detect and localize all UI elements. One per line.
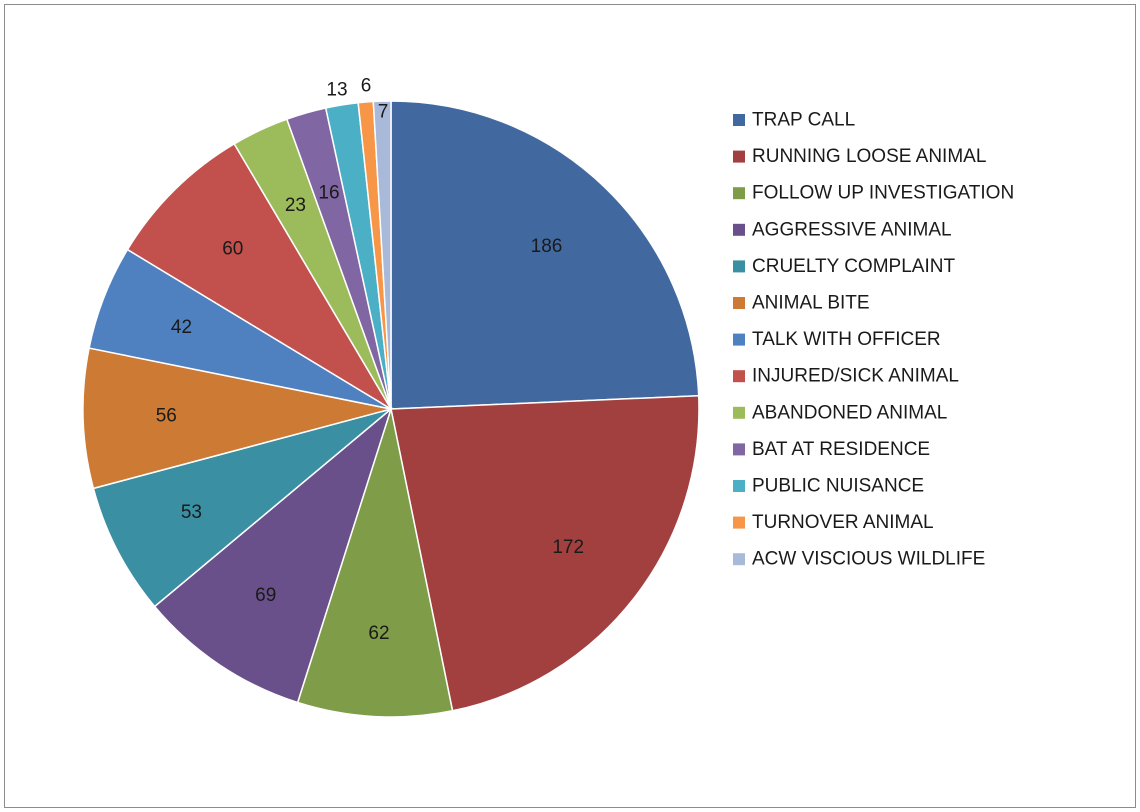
- legend-swatch-3: [733, 187, 745, 200]
- legend-label-6: ANIMAL BITE: [752, 293, 870, 314]
- legend-swatch-11: [733, 480, 745, 492]
- data-label-1: 186: [531, 236, 563, 257]
- data-label-2: 172: [552, 537, 584, 558]
- data-label-5: 53: [181, 502, 202, 523]
- legend-swatch-1: [733, 114, 745, 126]
- data-labels: 186 172 62 69 53 56 42 60 23 16 13 67: [156, 76, 584, 645]
- data-label-6: 56: [156, 405, 177, 426]
- pie-slice-6: [82, 347, 392, 490]
- legend-swatch-6: [733, 297, 745, 309]
- pie-slice-3: [296, 406, 454, 718]
- data-label-7: 42: [171, 317, 192, 338]
- legend-label-13: ACW VISCIOUS WILDLIFE: [752, 549, 985, 570]
- legend-swatch-13: [733, 553, 745, 566]
- pie-slices: [82, 100, 700, 718]
- pie-slice-8: [126, 142, 392, 410]
- pie-slice-2: [390, 394, 700, 712]
- data-label-4: 69: [255, 585, 276, 606]
- pie-slice-1: [390, 100, 700, 410]
- data-label-11: 13: [326, 80, 347, 101]
- data-label-10: 16: [318, 182, 339, 203]
- legend-swatch-9: [733, 406, 745, 419]
- legend-label-12: TURNOVER ANIMAL: [752, 512, 934, 533]
- pie-slice-5: [92, 408, 392, 608]
- legend-swatch-2: [733, 150, 745, 163]
- legend-label-8: INJURED/SICK ANIMAL: [752, 366, 959, 387]
- legend-swatch-10: [733, 443, 745, 456]
- legend-label-1: TRAP CALL: [752, 110, 855, 131]
- legend-label-2: RUNNING LOOSE ANIMAL: [752, 146, 986, 167]
- legend-swatch-8: [733, 370, 745, 383]
- legend-label-10: BAT AT RESIDENCE: [752, 439, 930, 460]
- data-label-9: 23: [285, 195, 306, 216]
- pie-slice-4: [153, 406, 393, 704]
- legend-swatch-5: [733, 260, 745, 273]
- data-label-12: 6: [361, 76, 372, 97]
- data-label-8: 60: [222, 239, 243, 260]
- data-label-3: 62: [368, 623, 389, 644]
- legend-label-4: AGGRESSIVE ANIMAL: [752, 219, 952, 240]
- legend: TRAP CALL RUNNING LOOSE ANIMAL FOLLOW UP I…: [733, 110, 1014, 570]
- legend-swatch-12: [733, 516, 745, 529]
- legend-swatch-7: [733, 333, 745, 346]
- legend-label-3: FOLLOW UP INVESTIGATION: [752, 183, 1014, 204]
- legend-label-5: CRUELTY COMPLAINT: [752, 256, 955, 277]
- data-label-13: 7: [378, 102, 389, 123]
- legend-label-9: ABANDONED ANIMAL: [752, 402, 947, 423]
- legend-label-11: PUBLIC NUISANCE: [752, 476, 924, 497]
- pie-slice-13: [372, 100, 392, 410]
- legend-label-7: TALK WITH OFFICER: [752, 329, 941, 350]
- legend-swatch-4: [733, 223, 745, 236]
